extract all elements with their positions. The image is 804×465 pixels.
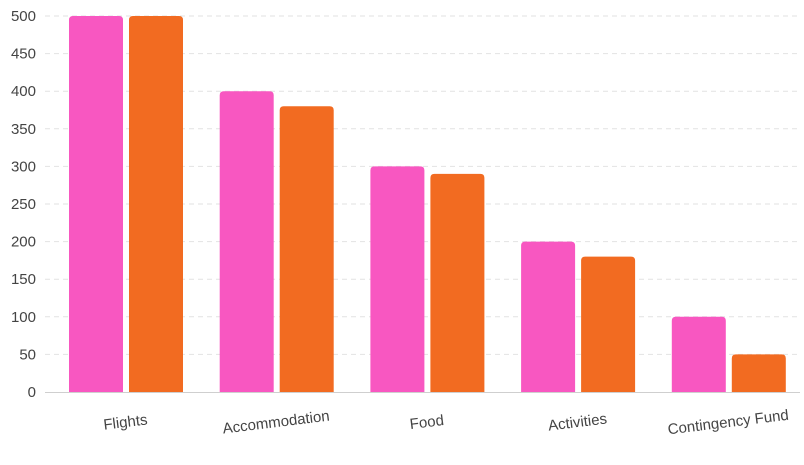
bar-flights-series-1[interactable] xyxy=(69,16,123,392)
bar-contingency-fund-series-2[interactable] xyxy=(731,354,786,392)
bar-flights-series-2[interactable] xyxy=(129,16,183,392)
y-tick-label: 500 xyxy=(11,8,36,25)
x-tick-label: Food xyxy=(409,412,445,433)
y-tick-label: 100 xyxy=(11,309,36,326)
bar-activities-series-2[interactable] xyxy=(581,256,636,392)
x-tick-label: Flights xyxy=(102,411,148,433)
x-tick-label: Activities xyxy=(547,410,608,434)
x-axis-labels: Flights Accommodation Food Activities Contin… xyxy=(102,407,789,439)
bars xyxy=(69,16,786,393)
y-tick-label: 400 xyxy=(11,83,36,100)
y-tick-label: 150 xyxy=(11,271,36,288)
bar-food-series-1[interactable] xyxy=(370,166,425,392)
y-tick-label: 450 xyxy=(11,46,36,63)
bar-accommodation-series-2[interactable] xyxy=(279,106,334,393)
bar-food-series-2[interactable] xyxy=(430,173,485,392)
y-tick-label: 200 xyxy=(11,234,36,251)
x-tick-label: Accommodation xyxy=(222,408,331,438)
bar-contingency-fund-series-1[interactable] xyxy=(671,316,726,392)
y-tick-label: 0 xyxy=(28,384,36,401)
y-tick-label: 50 xyxy=(19,346,36,363)
x-tick-label: Contingency Fund xyxy=(667,407,790,439)
y-tick-label: 250 xyxy=(11,196,36,213)
y-tick-label: 300 xyxy=(11,158,36,175)
y-tick-label: 350 xyxy=(11,121,36,138)
bar-activities-series-1[interactable] xyxy=(521,241,576,392)
y-axis-ticks: 0 50 100 150 200 250 300 350 400 450 500 xyxy=(11,8,36,401)
bar-accommodation-series-1[interactable] xyxy=(219,91,274,392)
